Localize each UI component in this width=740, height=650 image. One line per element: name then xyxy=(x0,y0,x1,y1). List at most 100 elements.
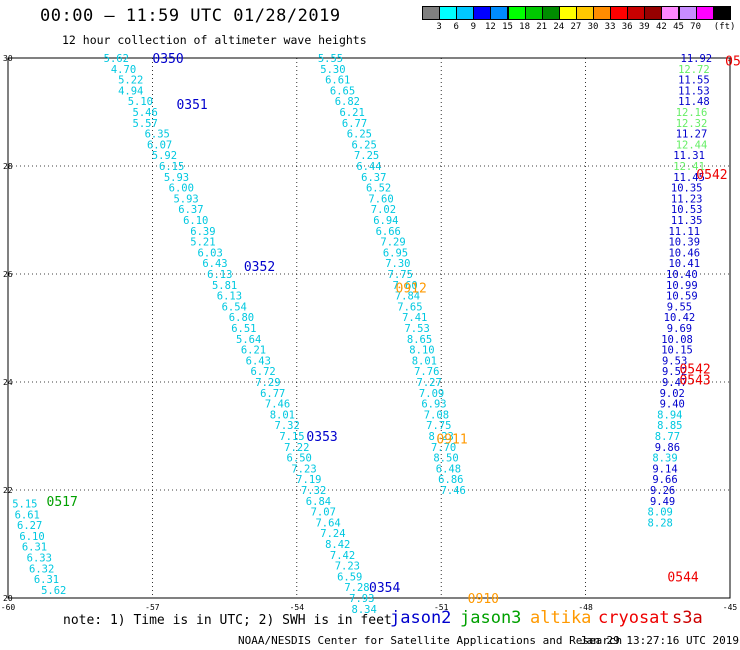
wave-height-value: 10.59 xyxy=(666,291,698,303)
lat-tick-label: 22 xyxy=(3,486,13,495)
lon-tick-label: -51 xyxy=(434,603,449,612)
map-frame xyxy=(7,57,731,599)
wave-height-value: 9.14 xyxy=(652,463,677,475)
wave-height-value: 8.42 xyxy=(325,539,350,551)
colorbar-label: 9 xyxy=(470,22,477,32)
wave-height-value: 7.84 xyxy=(395,291,420,303)
wave-height-value: 6.66 xyxy=(376,226,401,238)
lat-tick-label: 26 xyxy=(3,270,13,279)
wave-height-value: 11.92 xyxy=(681,53,713,65)
wave-height-value: 7.65 xyxy=(397,301,422,313)
wave-height-value: 5.21 xyxy=(190,237,215,249)
colorbar-label: 39 xyxy=(638,22,650,32)
wave-height-value: 8.01 xyxy=(270,409,295,421)
wave-height-value: 5.46 xyxy=(133,107,158,119)
colorbar-label: 70 xyxy=(690,22,702,32)
wave-height-value: 10.53 xyxy=(671,204,703,216)
wave-height-value: 7.41 xyxy=(402,312,427,324)
wave-height-value: 7.32 xyxy=(301,485,326,497)
wave-height-value: 7.64 xyxy=(315,517,340,529)
wave-height-value: 6.43 xyxy=(246,355,271,367)
wave-height-value: 6.95 xyxy=(383,247,408,259)
colorbar-label: 15 xyxy=(502,22,513,32)
wave-height-value: 6.77 xyxy=(260,388,285,400)
wave-height-value: 7.30 xyxy=(385,258,410,270)
wave-height-value: 12.44 xyxy=(676,139,708,151)
wave-height-value: 6.37 xyxy=(361,172,386,184)
colorbar-label: 30 xyxy=(587,22,599,32)
wave-height-value: 6.33 xyxy=(27,553,52,565)
wave-height-value: 7.46 xyxy=(265,399,290,411)
colorbar-label: 36 xyxy=(621,22,633,32)
wave-height-value: 6.25 xyxy=(347,129,372,141)
wave-height-value: 8.28 xyxy=(648,517,673,529)
wave-height-value: 11.11 xyxy=(668,226,700,238)
wave-height-value: 7.24 xyxy=(320,528,345,540)
pass-label: 0910 xyxy=(468,592,499,607)
wave-height-value: 7.23 xyxy=(335,561,360,573)
wave-height-value: 6.51 xyxy=(231,323,256,335)
wave-height-value: 7.70 xyxy=(431,442,456,454)
wave-height-value: 5.15 xyxy=(12,499,37,511)
wave-height-value: 6.94 xyxy=(373,215,398,227)
wave-height-value: 10.46 xyxy=(668,247,700,259)
colorbar-label: 27 xyxy=(570,22,582,32)
wave-height-value: 6.31 xyxy=(34,574,59,586)
wave-height-value: 8.50 xyxy=(433,453,458,465)
credit-line: NOAA/NESDIS Center for Satellite Applica… xyxy=(238,634,623,647)
wave-height-value: 6.21 xyxy=(340,107,365,119)
wave-height-value: 8.85 xyxy=(657,420,682,432)
wave-height-value: 10.99 xyxy=(666,280,698,292)
wave-height-value: 11.48 xyxy=(678,96,710,108)
wave-height-value: 7.08 xyxy=(424,409,449,421)
wave-height-value: 9.69 xyxy=(667,323,692,335)
wave-height-value: 6.44 xyxy=(356,161,381,173)
wave-height-value: 4.94 xyxy=(118,85,143,97)
legend-entry-jason3: jason3 xyxy=(460,608,522,628)
wave-height-value: 6.35 xyxy=(145,129,170,141)
lat-tick-label: 28 xyxy=(3,162,13,171)
wave-height-value: 11.35 xyxy=(671,215,703,227)
footer-note: note: 1) Time is in UTC; 2) SWH is in fe… xyxy=(63,613,392,628)
wave-height-value: 6.84 xyxy=(306,496,331,508)
wave-height-value: 8.10 xyxy=(409,345,434,357)
wave-height-value: 6.13 xyxy=(207,269,232,281)
wave-height-value: 7.29 xyxy=(380,237,405,249)
wave-height-value: 6.82 xyxy=(335,96,360,108)
wave-height-value: 6.31 xyxy=(22,542,47,554)
lon-tick-label: -57 xyxy=(145,603,160,612)
wave-height-value: 11.45 xyxy=(673,172,705,184)
wave-height-value: 6.52 xyxy=(366,183,391,195)
pass-label: 0351 xyxy=(176,98,207,113)
wave-height-value: 9.02 xyxy=(660,388,685,400)
wave-height-value: 6.13 xyxy=(217,291,242,303)
wave-height-value: 6.15 xyxy=(159,161,184,173)
wave-height-value: 11.53 xyxy=(678,85,710,97)
colorbar-label: 3 xyxy=(436,22,442,32)
wave-height-value: 12.16 xyxy=(676,107,708,119)
map-title: 00:00 – 11:59 UTC 01/28/2019 xyxy=(40,6,341,26)
colorbar-label: 21 xyxy=(536,22,548,32)
wave-height-value: 10.08 xyxy=(661,334,693,346)
wave-height-value: 6.72 xyxy=(250,366,275,378)
legend-entry-jason2: jason2 xyxy=(390,608,452,628)
pass-label: 0353 xyxy=(306,430,337,445)
wave-height-value: 6.65 xyxy=(330,85,355,97)
wave-height-value: 6.80 xyxy=(229,312,254,324)
colorbar-swatch xyxy=(712,6,731,20)
pass-label: 0350 xyxy=(152,52,183,67)
legend-entry-cryosat: cryosat xyxy=(598,608,670,628)
wave-height-value: 8.23 xyxy=(429,431,454,443)
wave-height-value: 6.27 xyxy=(17,520,42,532)
wave-height-value: 7.75 xyxy=(388,269,413,281)
wave-height-value: 6.39 xyxy=(190,226,215,238)
pass-label: 0354 xyxy=(369,581,400,596)
wave-height-value: 5.93 xyxy=(164,172,189,184)
wave-height-value: 9.55 xyxy=(667,301,692,313)
wave-height-value: 6.48 xyxy=(436,463,461,475)
wave-height-value: 8.39 xyxy=(652,453,677,465)
wave-height-value: 8.77 xyxy=(655,431,680,443)
wave-height-value: 8.65 xyxy=(407,334,432,346)
wave-height-value: 9.26 xyxy=(650,485,675,497)
